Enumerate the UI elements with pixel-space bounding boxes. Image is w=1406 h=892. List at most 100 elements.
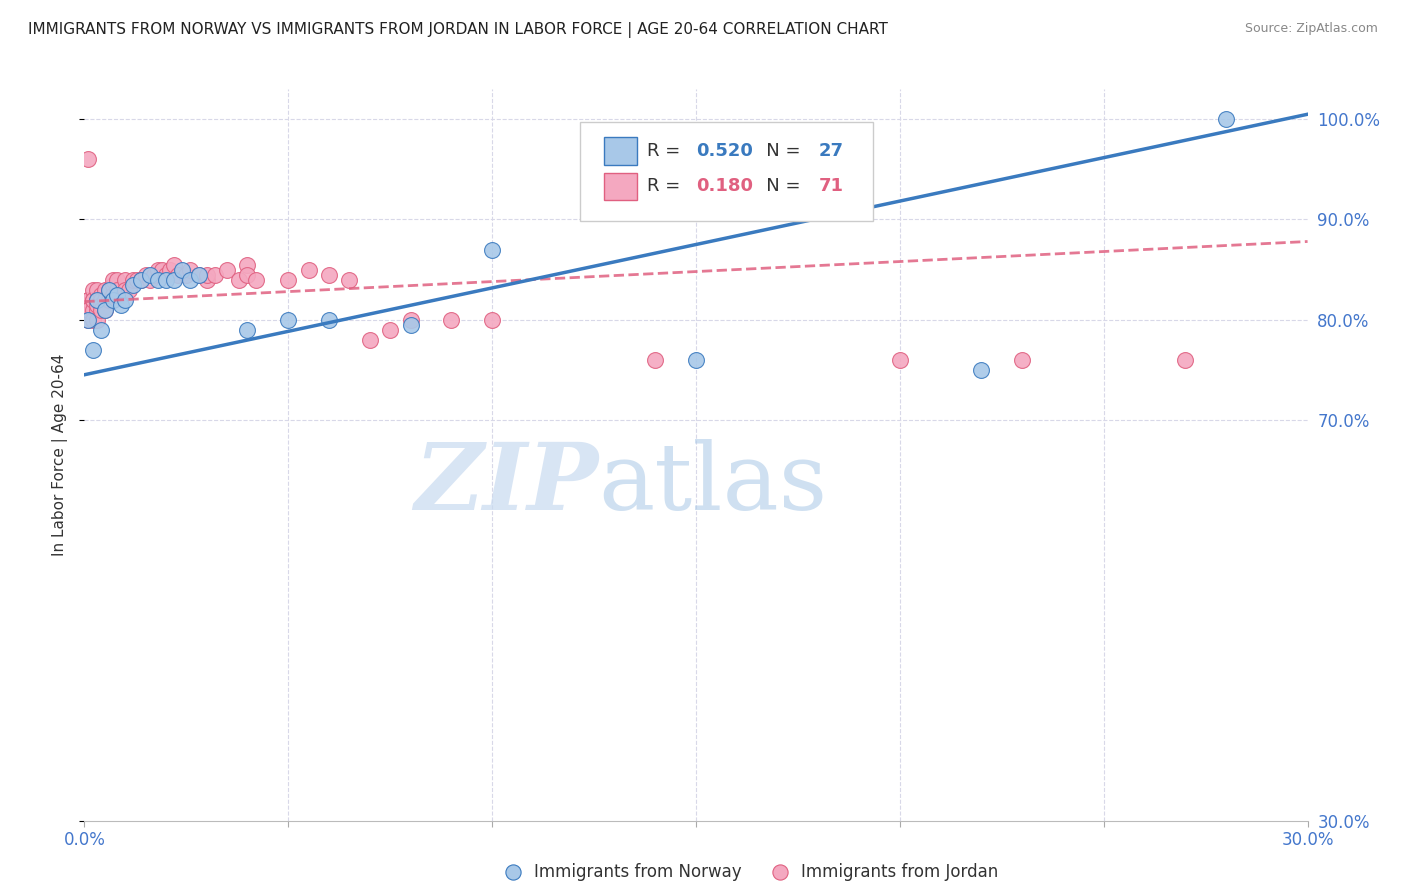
Point [277, 272, 299, 286]
Point [86, 293, 108, 307]
Point [86, 293, 108, 307]
Point [146, 262, 169, 277]
Text: IMMIGRANTS FROM NORWAY VS IMMIGRANTS FROM JORDAN IN LABOR FORCE | AGE 20-64 CORR: IMMIGRANTS FROM NORWAY VS IMMIGRANTS FRO… [28, 22, 889, 38]
Point [105, 287, 128, 301]
Point [97, 283, 120, 297]
Point [245, 272, 267, 286]
Point [114, 283, 136, 297]
Point [236, 268, 259, 282]
Point [138, 272, 160, 286]
Point [318, 268, 340, 282]
Point [176, 268, 198, 282]
Point [228, 272, 250, 286]
Text: 0.520: 0.520 [696, 143, 752, 161]
Point [179, 272, 201, 286]
Point [93, 302, 117, 317]
Point [204, 268, 226, 282]
Point [86, 302, 108, 317]
Text: N =: N = [748, 178, 806, 195]
Point [195, 272, 218, 286]
Point [82, 283, 104, 297]
Point [82, 312, 104, 326]
Point [889, 352, 911, 367]
Point [127, 272, 149, 286]
Point [131, 272, 153, 286]
Point [644, 352, 666, 367]
Point [179, 262, 201, 277]
Text: Immigrants from Norway: Immigrants from Norway [534, 863, 742, 881]
Point [172, 262, 194, 277]
Point [86, 312, 108, 326]
Point [86, 293, 108, 307]
Point [187, 268, 209, 282]
Point [481, 243, 503, 257]
Point [135, 268, 157, 282]
Point [195, 268, 218, 282]
Text: Source: ZipAtlas.com: Source: ZipAtlas.com [1244, 22, 1378, 36]
Point [97, 283, 120, 297]
Point [159, 262, 181, 277]
Point [1011, 352, 1033, 367]
Point [77, 293, 100, 307]
Point [298, 262, 321, 277]
Point [114, 293, 136, 307]
Point [163, 258, 186, 272]
Point [236, 323, 259, 337]
Text: ZIP: ZIP [413, 439, 598, 529]
Point [110, 298, 132, 312]
Y-axis label: In Labor Force | Age 20-64: In Labor Force | Age 20-64 [52, 354, 69, 556]
Point [236, 258, 259, 272]
FancyBboxPatch shape [579, 122, 873, 221]
Point [90, 287, 112, 301]
Text: Immigrants from Jordan: Immigrants from Jordan [801, 863, 998, 881]
FancyBboxPatch shape [605, 172, 637, 201]
Point [150, 262, 173, 277]
Point [77, 312, 100, 326]
Point [440, 312, 463, 326]
Point [105, 272, 128, 286]
Point [86, 283, 108, 297]
Point [1174, 352, 1197, 367]
Point [93, 302, 117, 317]
Point [101, 287, 124, 301]
Text: N =: N = [748, 143, 806, 161]
FancyBboxPatch shape [605, 137, 637, 165]
Point [142, 268, 165, 282]
Point [122, 272, 145, 286]
Point [77, 293, 100, 307]
Point [131, 272, 153, 286]
Point [318, 312, 340, 326]
Text: 71: 71 [818, 178, 844, 195]
Point [93, 283, 117, 297]
Point [118, 283, 141, 297]
Text: R =: R = [647, 178, 686, 195]
Point [77, 312, 100, 326]
Point [77, 302, 100, 317]
Point [481, 312, 503, 326]
Point [93, 293, 117, 307]
Point [90, 293, 112, 307]
Point [146, 272, 169, 286]
Point [101, 272, 124, 286]
Point [138, 268, 160, 282]
Point [187, 268, 209, 282]
Point [101, 293, 124, 307]
Point [77, 302, 100, 317]
Text: atlas: atlas [598, 439, 827, 529]
Point [101, 277, 124, 292]
Text: 27: 27 [818, 143, 844, 161]
Text: R =: R = [647, 143, 686, 161]
Point [339, 272, 361, 286]
Point [105, 283, 128, 297]
Point [110, 287, 132, 301]
Point [86, 298, 108, 312]
Point [380, 323, 402, 337]
Point [685, 352, 707, 367]
Point [277, 312, 299, 326]
Point [399, 318, 422, 332]
Point [167, 268, 190, 282]
Point [77, 153, 100, 167]
Point [359, 333, 381, 347]
Point [399, 312, 422, 326]
Point [90, 323, 112, 337]
